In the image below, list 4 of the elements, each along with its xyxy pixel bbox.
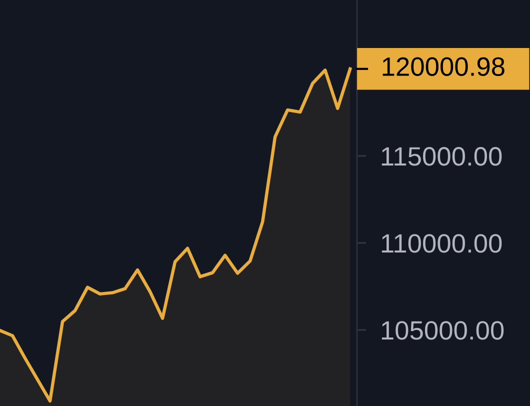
y-tick-label: 115000.00 xyxy=(382,147,502,166)
y-tick-label: 110000.00 xyxy=(382,234,502,253)
y-tick-label: 105000.00 xyxy=(382,321,504,340)
data-label: 120000.98 xyxy=(382,57,504,76)
